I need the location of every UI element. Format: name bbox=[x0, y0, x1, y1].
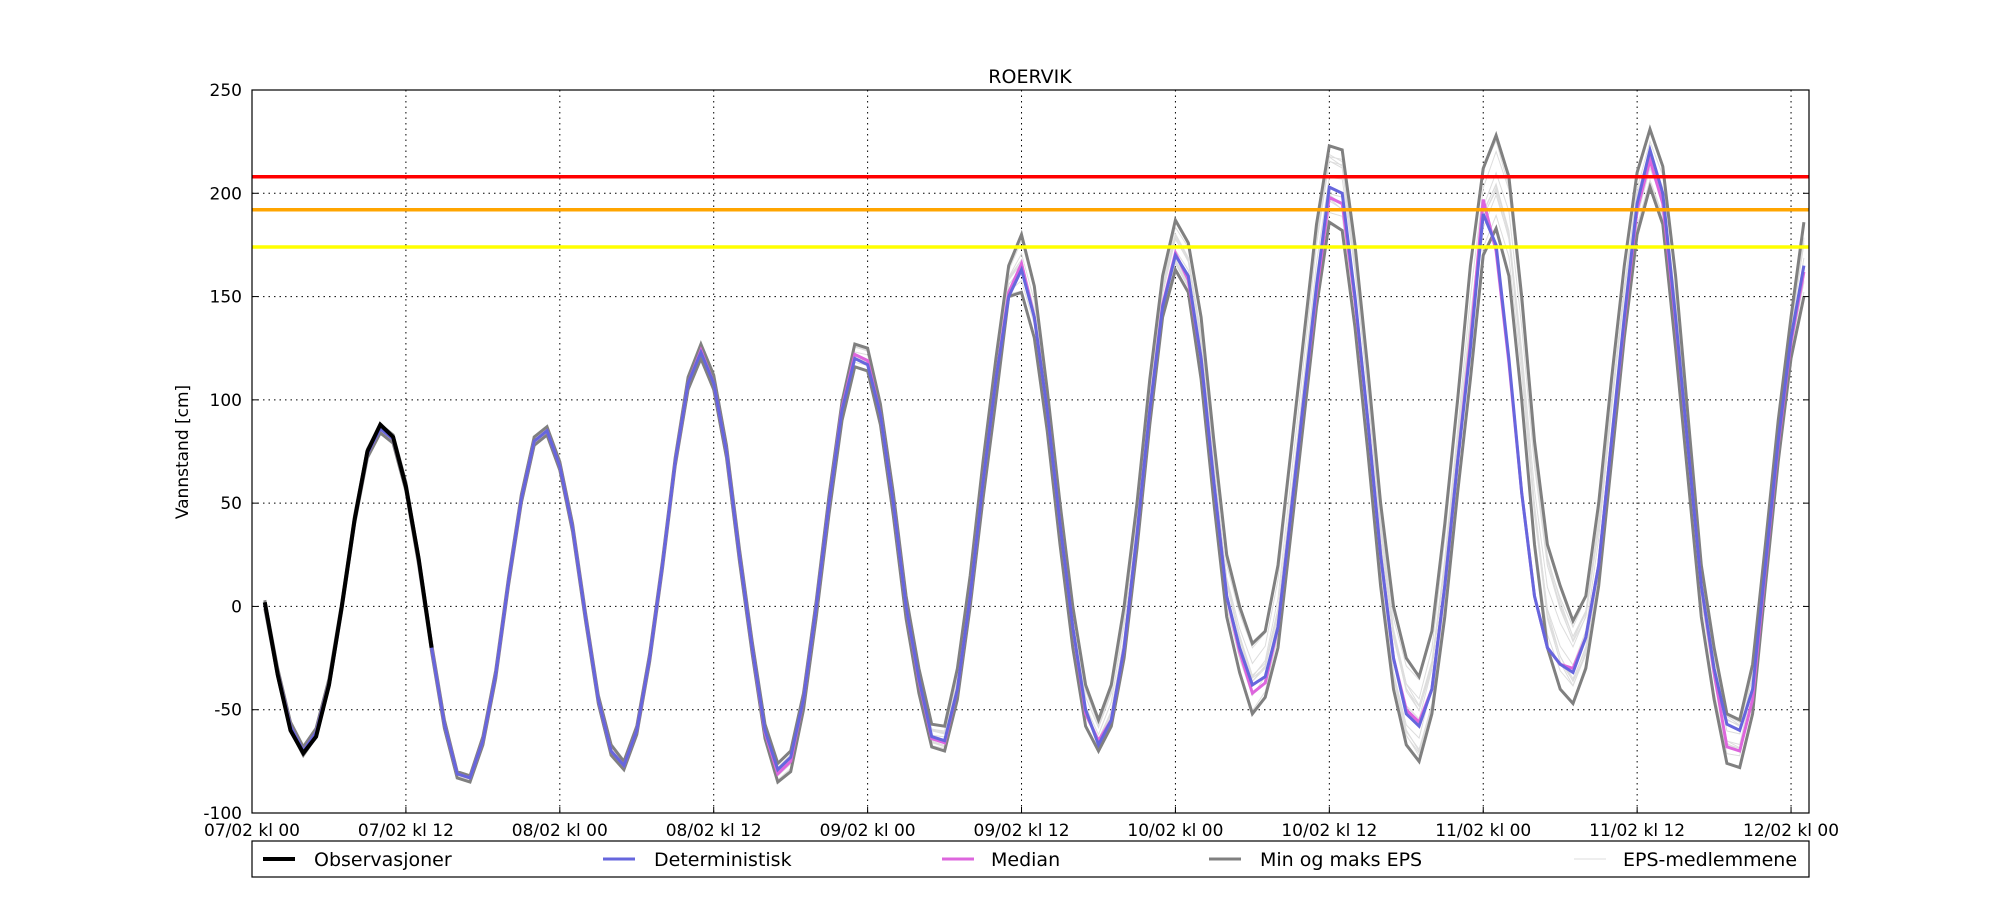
deterministic-line bbox=[263, 144, 1806, 780]
grid bbox=[252, 90, 1809, 813]
eps-member-line bbox=[264, 178, 1805, 783]
y-axis-label: Vannstand [cm] bbox=[173, 385, 193, 519]
y-tick-label: 250 bbox=[210, 81, 242, 101]
y-tick-label: -100 bbox=[203, 804, 242, 824]
legend-label: Deterministisk bbox=[654, 849, 792, 871]
y-tick-label: 150 bbox=[210, 288, 242, 308]
x-tick-label: 12/02 kl 00 bbox=[1743, 821, 1839, 841]
axis-ticks: -100 -50 0 50 100 150 200 250 07/02 kl 00 07/02 k… bbox=[203, 81, 1839, 841]
plot-frame bbox=[251, 89, 1810, 814]
y-tick-label: 0 bbox=[231, 597, 242, 617]
x-tick-label: 07/02 kl 00 bbox=[204, 821, 300, 841]
legend-label: Min og maks EPS bbox=[1260, 849, 1422, 871]
x-tick-label: 08/02 kl 00 bbox=[512, 821, 608, 841]
x-tick-label: 07/02 kl 12 bbox=[358, 821, 454, 841]
eps-member-line bbox=[264, 183, 1805, 783]
chart-title: ROERVIK bbox=[988, 66, 1072, 88]
eps-min-line bbox=[263, 181, 1806, 785]
y-tick-label: 200 bbox=[210, 184, 242, 204]
eps-member-line bbox=[264, 166, 1805, 782]
x-tick-label: 08/02 kl 12 bbox=[666, 821, 762, 841]
observations-line bbox=[262, 421, 434, 757]
y-tick-label: 100 bbox=[210, 391, 242, 411]
y-tick-label: 50 bbox=[220, 494, 242, 514]
x-tick-label: 09/02 kl 12 bbox=[974, 821, 1070, 841]
threshold-lines bbox=[252, 175, 1809, 249]
x-tick-label: 10/02 kl 00 bbox=[1127, 821, 1223, 841]
legend-frame bbox=[251, 840, 1810, 878]
legend: Observasjoner Deterministisk Median Min og … bbox=[251, 840, 1810, 878]
y-tick-label: -50 bbox=[214, 701, 242, 721]
legend-label: Median bbox=[991, 849, 1060, 871]
legend-label: EPS-medlemmene bbox=[1623, 849, 1797, 871]
x-tick-label: 10/02 kl 12 bbox=[1281, 821, 1377, 841]
x-tick-label: 11/02 kl 12 bbox=[1589, 821, 1685, 841]
eps-member-line bbox=[264, 178, 1805, 781]
legend-label: Observasjoner bbox=[314, 849, 452, 871]
x-tick-label: 11/02 kl 00 bbox=[1435, 821, 1531, 841]
series-lines bbox=[262, 124, 1806, 785]
eps-member-line bbox=[264, 181, 1805, 782]
x-tick-label: 09/02 kl 00 bbox=[820, 821, 916, 841]
